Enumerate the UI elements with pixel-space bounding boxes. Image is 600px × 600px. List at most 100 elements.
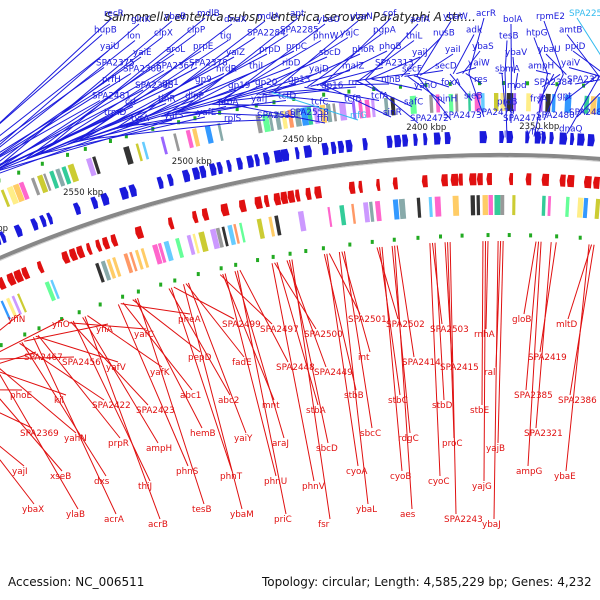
reverse-minor-mark: [439, 234, 443, 239]
forward-label-leader: [371, 78, 423, 91]
forward-gene-label: safC: [404, 98, 423, 108]
forward-feature-tile: [513, 93, 517, 112]
reverse-feature-tile: [428, 196, 433, 218]
reverse-label-leader: [288, 259, 329, 444]
forward-gene-arrow: [549, 131, 554, 145]
reverse-feature-tile: [152, 244, 163, 265]
forward-minor-mark: [501, 81, 505, 86]
forward-gene-arrow: [246, 155, 254, 168]
reverse-gene-arrow: [392, 177, 399, 190]
forward-gene-label: SPA2479: [476, 108, 515, 118]
reverse-gene-arrow: [450, 173, 459, 186]
forward-label-leader: [319, 83, 390, 86]
reverse-label-leader: [493, 240, 499, 520]
reverse-gene-arrow: [583, 175, 592, 189]
forward-feature-tile: [383, 97, 389, 117]
reverse-feature-tile: [140, 248, 150, 269]
reverse-feature-tile: [351, 203, 357, 224]
reverse-gene-label: yafV: [106, 363, 126, 373]
reverse-feature-tile: [221, 226, 229, 247]
forward-label-leader: [316, 50, 388, 86]
forward-gene-label: bolA: [503, 15, 522, 25]
forward-gene-label: gp1: [162, 78, 179, 88]
reverse-feature-tile: [297, 210, 307, 232]
reverse-minor-mark: [321, 246, 325, 251]
forward-gene-arrow: [394, 134, 402, 148]
forward-gene-arrow: [499, 131, 505, 144]
forward-gene-arrow: [181, 169, 191, 183]
forward-label-leader: [468, 17, 485, 74]
forward-label-leader: [545, 53, 567, 75]
forward-gene-label: aroL: [166, 45, 185, 55]
genome-backbone: [0, 153, 600, 261]
forward-gene-label: yafE: [197, 108, 216, 118]
forward-gene-label: SPA2360: [123, 65, 162, 75]
reverse-gene-arrow: [264, 194, 270, 208]
reverse-gene-label: stbA: [306, 406, 326, 416]
reverse-gene-arrow: [468, 173, 477, 186]
forward-gene-arrow: [479, 131, 488, 144]
reverse-feature-tile: [547, 195, 552, 217]
reverse-gene-arrow: [458, 173, 463, 186]
forward-gene-arrow: [13, 224, 23, 238]
forward-feature-tile: [300, 107, 310, 126]
forward-feature-tile: [474, 93, 481, 112]
forward-feature-tile: [526, 93, 532, 112]
forward-gene-label: SPA2313: [375, 59, 414, 69]
reverse-minor-mark: [486, 233, 490, 238]
forward-label-leader: [0, 17, 113, 124]
forward-gene-label: dnaQ: [559, 125, 583, 135]
forward-label-leader: [404, 70, 444, 77]
reverse-minor-mark: [460, 233, 464, 238]
forward-feature-tile: [358, 100, 364, 119]
reverse-feature-tile: [452, 195, 460, 216]
forward-gene-label: SPA2485: [569, 108, 600, 118]
forward-gene-arrow: [321, 142, 329, 156]
forward-gene-arrow: [280, 148, 290, 162]
reverse-minor-mark: [507, 233, 511, 238]
forward-label-leader: [368, 56, 421, 80]
forward-gene-label: cof: [383, 9, 397, 19]
reverse-gene-label: SPA2501: [348, 315, 387, 325]
reverse-gene-arrow: [566, 174, 575, 188]
forward-gene-label: gp19: [228, 81, 250, 91]
forward-label-leader: [262, 93, 353, 104]
forward-gene-arrow: [525, 131, 530, 144]
reverse-gene-arrow: [508, 173, 514, 186]
forward-gene-arrow: [423, 133, 428, 146]
reverse-label-leader: [483, 241, 486, 482]
forward-label-leader: [465, 73, 483, 85]
forward-feature-tile: [493, 93, 499, 112]
forward-label-leader: [566, 34, 600, 77]
forward-minor-mark: [477, 81, 481, 86]
forward-gene-label: mdlB: [197, 9, 220, 19]
forward-label-leader: [0, 116, 113, 169]
forward-gene-arrow: [216, 161, 223, 175]
forward-gene-label: ppiD: [565, 42, 586, 52]
map-title: Salmonella enterica subsp. enterica sero…: [104, 10, 476, 24]
reverse-gene-arrow: [95, 239, 103, 252]
forward-minor-mark: [124, 134, 128, 139]
forward-gene-label: SPA2284: [247, 29, 286, 39]
reverse-label-leader: [328, 253, 361, 315]
reverse-gene-label: SPA2321: [524, 429, 563, 439]
forward-label-leader: [79, 23, 233, 141]
reverse-gene-label: yfiO: [52, 320, 70, 330]
forward-label-leader: [0, 73, 132, 157]
reverse-gene-arrow: [167, 217, 175, 230]
forward-label-leader: [352, 73, 411, 82]
forward-gene-label: prpC: [286, 42, 307, 52]
reverse-label-leader: [341, 251, 371, 353]
forward-gene-arrow: [345, 139, 353, 153]
reverse-label-leader: [72, 320, 151, 482]
reverse-label-leader: [291, 259, 331, 520]
reverse-gene-arrow: [134, 225, 145, 240]
forward-gene-arrow: [413, 133, 418, 146]
forward-gene-label: crl: [125, 98, 136, 108]
forward-gene-label: yfiG: [526, 128, 544, 138]
forward-label-leader: [535, 70, 551, 75]
reverse-minor-mark: [159, 282, 163, 287]
reverse-minor-mark: [529, 233, 533, 238]
reverse-gene-label: hemB: [190, 429, 216, 439]
forward-label-leader: [223, 56, 328, 103]
